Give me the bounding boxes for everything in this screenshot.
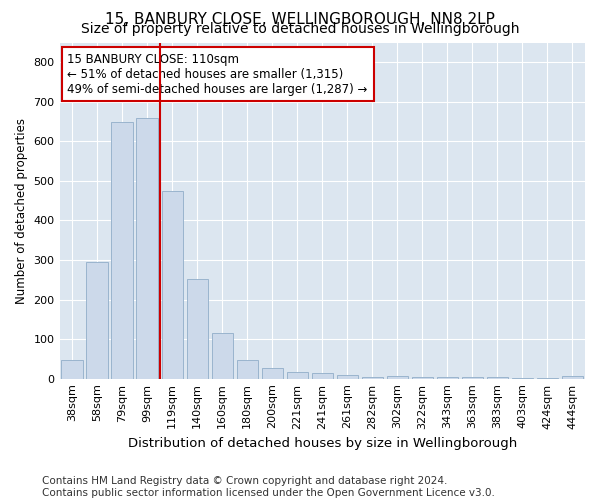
Bar [412,376,433,378]
Bar [187,279,208,378]
Bar [212,333,233,378]
Bar [387,376,408,378]
Text: 15 BANBURY CLOSE: 110sqm
← 51% of detached houses are smaller (1,315)
49% of sem: 15 BANBURY CLOSE: 110sqm ← 51% of detach… [67,52,368,96]
Bar [236,360,258,378]
Bar [262,368,283,378]
Bar [362,376,383,378]
Bar [337,374,358,378]
Bar [161,191,183,378]
Bar [86,262,108,378]
Bar [61,360,83,378]
Bar [437,377,458,378]
X-axis label: Distribution of detached houses by size in Wellingborough: Distribution of detached houses by size … [128,437,517,450]
Bar [562,376,583,378]
Text: Size of property relative to detached houses in Wellingborough: Size of property relative to detached ho… [81,22,519,36]
Y-axis label: Number of detached properties: Number of detached properties [15,118,28,304]
Bar [136,118,158,378]
Text: 15, BANBURY CLOSE, WELLINGBOROUGH, NN8 2LP: 15, BANBURY CLOSE, WELLINGBOROUGH, NN8 2… [105,12,495,28]
Bar [287,372,308,378]
Bar [112,122,133,378]
Text: Contains HM Land Registry data © Crown copyright and database right 2024.
Contai: Contains HM Land Registry data © Crown c… [42,476,495,498]
Bar [311,373,333,378]
